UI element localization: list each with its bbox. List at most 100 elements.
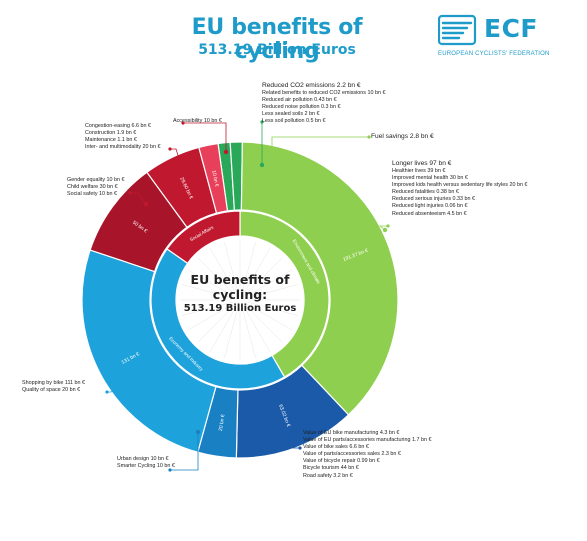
annotation-line: Quality of space 20 bn € [22,387,81,394]
annotation-line: Less soil pollution 0.5 bn € [262,118,326,125]
wheel-spoke [187,303,234,331]
annotation-line: Reduced fatalities 0.38 bn € [392,189,459,196]
inner-slice [166,210,241,265]
leader-dot [367,135,371,139]
wheel-spoke [209,247,237,294]
leader-dot [115,385,121,391]
wheel-spoke [197,305,235,343]
center-line-3: 513.19 Billion Euros [183,303,297,314]
annotation-fuel-label: Fuel savings 2.8 bn € [371,133,434,140]
annotation-economy: Value of EU bike manufacturing 4.3 bn € … [303,430,431,480]
center-label: EU benefits of cycling: 513.19 Billion E… [175,272,305,315]
center-line-1: EU benefits of [190,272,290,287]
annotation-line: Reduced serious injuries 0.33 bn € [392,196,476,203]
annotation-health: Longer lives 97 bn € Healthier lives 39 … [392,160,527,218]
leader-dot [260,120,264,124]
leader-dot [181,121,185,125]
wheel-spoke [224,307,239,359]
annotation-line: Related benefits to reduced CO2 emission… [262,90,386,96]
leader-dot [223,149,229,155]
wheel-spoke [224,241,239,293]
outer-slice [240,141,399,416]
logo-tagline: EUROPEAN CYCLISTS' FEDERATION [438,51,550,57]
annotation-line: Value of EU parts/accessories manufactur… [303,437,432,444]
annotation-congestion: Congestion-easing 6.6 bn € Construction … [85,123,161,151]
leader-dot [168,147,172,151]
leader-dot [143,201,149,207]
leader-line [130,192,147,205]
annotation-fuel: Fuel savings 2.8 bn € [371,133,434,141]
annotation-line: Improved kids health versus sedentary li… [392,182,528,189]
annotation-line: Social safety 10 bn € [67,191,118,198]
outer-slice [81,249,217,453]
page-subtitle: 513.19 Billion Euros [198,42,356,58]
wheel-spoke [247,284,299,299]
leader-dot [195,429,201,435]
wheel-spoke [247,301,299,316]
leader-dot [105,390,109,394]
annotation-line: Road safety 3.2 bn € [303,472,353,479]
annotation-line: Congestion-easing 6.6 bn € [85,123,151,129]
annotation-line: Maintenance 1.1 bn € [85,137,137,144]
annotation-line: Shopping by bike 111 bn € [22,380,86,386]
annotation-line: Child welfare 30 bn € [67,184,118,191]
leader-line [292,415,300,449]
annotation-line: Urban design 10 bn € [117,456,169,462]
slice-value-label: 10 bn € [210,170,219,188]
annotation-health-header: Longer lives 97 bn € [392,160,452,167]
annotation-accessibility: Accessibility 10 bn € [173,118,222,125]
annotation-urban: Urban design 10 bn € Smarter Cycling 10 … [117,456,175,470]
ecf-logo: ECF EUROPEAN CYCLISTS' FEDERATION [438,10,568,62]
annotation-accessibility-label: Accessibility 10 bn € [173,118,222,124]
wing-logo-icon [438,14,477,46]
wheel-spoke [245,257,283,295]
outer-slice [198,142,229,214]
annotation-environment: Reduced CO2 emissions 2.2 bn € Related b… [262,82,385,125]
wheel-spoke [243,247,271,294]
annotation-social: Gender equality 10 bn € Child welfare 30… [67,177,125,198]
leader-line [271,136,369,160]
annotation-line: Less sealed soils 2 bn € [262,111,320,118]
slice-value-label: 20 bn € [218,414,226,432]
wheel-spoke [197,257,235,295]
wheel-spoke [209,306,237,353]
annotation-line: Bicycle tourism 44 bn € [303,465,359,472]
annotation-line: Smarter Cycling 10 bn € [117,463,175,470]
center-line-2: cycling: [212,287,268,302]
annotation-line: Improved mental health 30 bn € [392,175,468,182]
leader-dot [386,224,390,228]
leader-dot [290,412,296,418]
leader-dot [168,468,172,472]
wheel-spoke [245,305,283,343]
annotation-line: Gender equality 10 bn € [67,177,125,183]
page-title: EU benefits of cycling [191,15,363,64]
wheel-spoke [246,269,293,297]
annotation-line: Reduced noise pollution 0.3 bn € [262,104,341,111]
leader-dot [259,162,265,168]
logo-word: ECF [484,14,539,43]
annotation-line: Healthier lives 39 bn € [392,168,446,174]
wheel-spoke [187,269,234,297]
wheel-spoke [181,284,233,299]
annotation-line: Value of parts/accessories sales 2.3 bn … [303,451,401,458]
annotation-shopping: Shopping by bike 111 bn € Quality of spa… [22,380,85,394]
annotation-line: Value of EU bike manufacturing 4.3 bn € [303,430,400,436]
leader-dot [178,162,184,168]
leader-dot [298,446,302,450]
leader-line [170,148,182,166]
wheel-spoke [241,307,256,359]
annotation-line: Value of bike sales 6.6 bn € [303,444,369,451]
wheel-spoke [246,303,293,331]
annotation-line: Reduced light injuries 0.06 bn € [392,203,468,210]
wheel-spoke [241,241,256,293]
leader-line [183,122,227,152]
annotation-line: Reduced air pollution 0.43 bn € [262,97,337,104]
annotation-line: Reduced absenteeism 4.5 bn € [392,210,467,217]
wheel-spoke [243,306,271,353]
leader-line [170,432,199,471]
annotation-line: Value of bicycle repair 0.99 bn € [303,458,380,465]
annotation-line: Construction 1.9 bn € [85,130,137,137]
wheel-spoke [181,301,233,316]
